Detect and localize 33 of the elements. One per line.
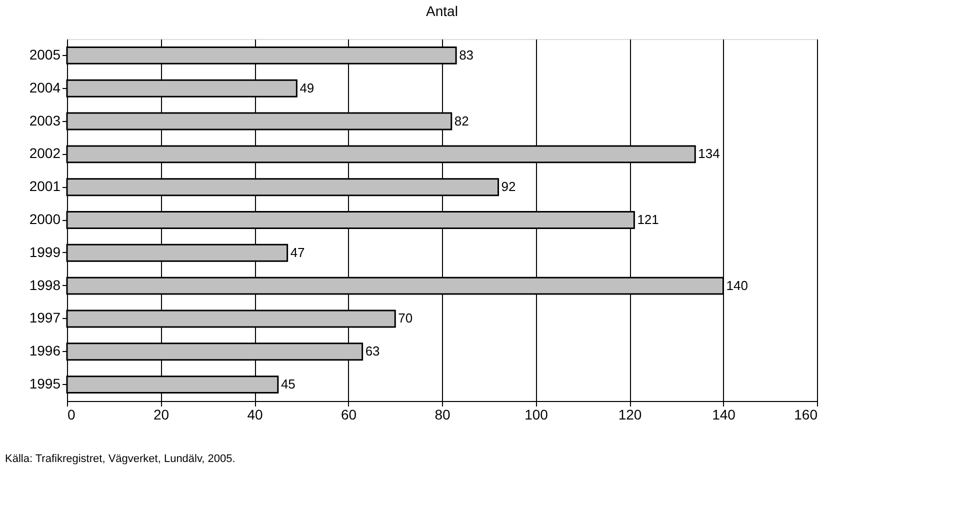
data-label: 83 — [459, 47, 474, 62]
data-label: 70 — [398, 310, 413, 326]
y-tick-label: 1996 — [29, 342, 61, 359]
data-label: 49 — [300, 80, 314, 96]
x-tick-label: 60 — [340, 406, 357, 422]
y-tick-label: 1998 — [29, 276, 61, 293]
text: Källa: Trafikregistret, Vägverket, Lundälv, 2005. — [5, 453, 236, 465]
x-tick-label: 140 — [712, 406, 736, 422]
data-label: 82 — [454, 113, 469, 128]
data-label: 140 — [726, 278, 748, 293]
x-tick-label: 40 — [247, 406, 263, 422]
x-tick-label: 20 — [153, 406, 170, 422]
data-label: 47 — [290, 244, 305, 260]
y-tick-label: 2001 — [29, 178, 61, 194]
data-label: 45 — [280, 376, 296, 392]
y-tick-label: 2005 — [29, 46, 61, 62]
x-tick-label: 160 — [794, 406, 818, 422]
y-tick-label: 1999 — [29, 244, 61, 260]
data-label: 63 — [365, 344, 380, 359]
data-label: 134 — [698, 146, 720, 162]
y-tick-label: 1997 — [29, 310, 61, 326]
y-tick-label: 2000 — [29, 211, 61, 227]
x-tick-label: 0 — [68, 406, 76, 422]
y-tick-label: 2002 — [29, 145, 61, 162]
y-tick-label: 2003 — [29, 112, 61, 128]
x-tick-label: 100 — [524, 406, 548, 422]
y-tick-label: 2004 — [29, 79, 61, 96]
data-label: 121 — [637, 212, 659, 227]
data-label: 92 — [501, 179, 516, 194]
x-tick-label: 80 — [434, 406, 450, 422]
x-tick-label: 120 — [618, 406, 642, 422]
y-tick-label: 1995 — [29, 376, 61, 392]
chart-title: Antal — [426, 3, 458, 19]
